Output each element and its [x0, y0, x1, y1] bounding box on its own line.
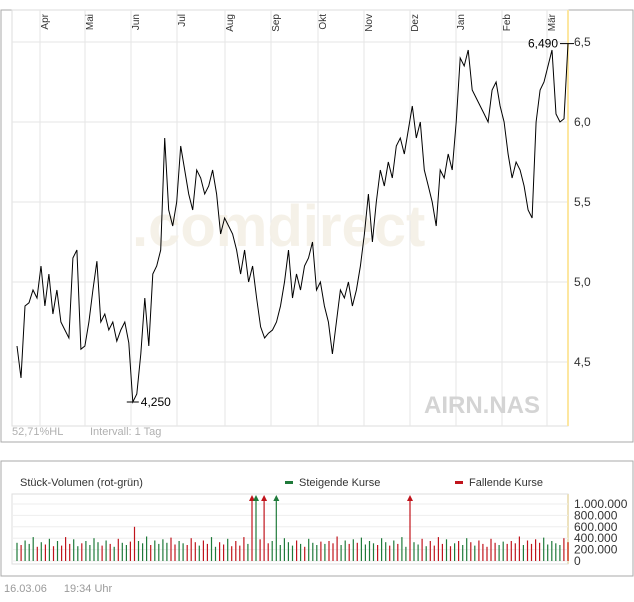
- volume-tick-label: 400.000: [574, 531, 618, 545]
- volume-tick-label: 1.000.000: [574, 497, 628, 511]
- volume-overflow-arrow: [249, 495, 255, 501]
- price-tick-label: 4,5: [574, 355, 591, 369]
- legend-down-swatch: [455, 481, 463, 484]
- volume-tick-label: 600.000: [574, 520, 618, 534]
- price-axis-band: [567, 10, 569, 426]
- footer-time: 19:34 Uhr: [63, 583, 113, 595]
- info-interval: Intervall: 1 Tag: [90, 426, 161, 438]
- month-label: Jun: [131, 14, 142, 30]
- volume-overflow-arrow: [253, 495, 259, 501]
- volume-tick-label: 200.000: [574, 543, 618, 557]
- footer: 16.03.06 19:34 Uhr: [4, 583, 126, 595]
- price-tick-label: 5,5: [574, 195, 591, 209]
- month-label: Dez: [410, 14, 421, 32]
- month-label: Jul: [177, 14, 188, 27]
- month-label: Aug: [225, 14, 236, 32]
- legend-up-swatch: [285, 481, 293, 484]
- symbol-label: AIRN.NAS: [424, 392, 540, 419]
- low-label: 4,250: [141, 395, 171, 409]
- volume-overflow-arrow: [273, 495, 280, 501]
- month-label: Feb: [502, 14, 513, 32]
- volume-overflow-arrow: [261, 495, 268, 501]
- month-label: Mai: [85, 14, 96, 30]
- month-label: Jan: [456, 14, 467, 30]
- price-tick-label: 6,0: [574, 115, 591, 129]
- month-label: Apr: [40, 13, 51, 29]
- volume-tick-label: 800.000: [574, 508, 618, 522]
- month-label: Nov: [364, 14, 375, 32]
- legend-down-label: Fallende Kurse: [469, 477, 543, 489]
- extreme-markers: 4,250 6,490: [126, 37, 574, 409]
- month-label: Mär: [547, 13, 558, 31]
- legend-up-label: Steigende Kurse: [299, 477, 380, 489]
- volume-plot-area: [11, 493, 569, 565]
- footer-date: 16.03.06: [4, 583, 47, 595]
- month-label: Sep: [271, 14, 282, 32]
- price-tick-label: 5,0: [574, 275, 591, 289]
- price-tick-label: 6,5: [574, 35, 591, 49]
- info-hl: 52,71%HL: [12, 426, 63, 438]
- high-label: 6,490: [528, 37, 558, 51]
- month-label: Okt: [318, 14, 329, 30]
- price-axis: 4,5 5,0 5,5 6,0 6,5: [574, 35, 591, 369]
- volume-title: Stück-Volumen (rot-grün): [20, 477, 143, 489]
- month-labels: Apr Mai Jun Jul Aug Sep Okt Nov Dez Jan Feb Mär: [40, 13, 558, 31]
- volume-overflow-arrow: [407, 495, 413, 501]
- price-panel: [0, 9, 634, 443]
- volume-tick-label: 0: [574, 554, 581, 568]
- price-line: [16, 43, 569, 404]
- volume-bars: [16, 495, 569, 561]
